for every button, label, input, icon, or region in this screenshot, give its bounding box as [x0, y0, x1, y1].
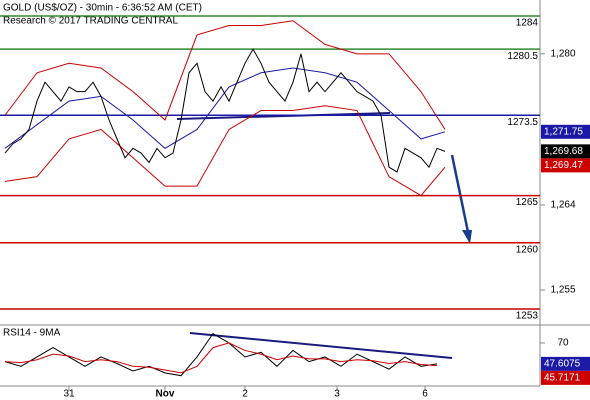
price-tag [541, 370, 590, 385]
y-tick-label: 1,280 [550, 48, 575, 59]
level-label: 1253 [516, 311, 539, 322]
price-tag-label: 1,271.75 [544, 126, 583, 137]
series-line [4, 48, 446, 173]
series-line [4, 67, 446, 149]
x-tick-label: 31 [63, 389, 75, 400]
y-tick-label: 1,264 [550, 200, 575, 211]
price-tag [541, 144, 590, 159]
series-line [4, 332, 438, 377]
y-tick-label: 70 [557, 338, 569, 349]
panel-label: RSI14 - 9MA [3, 328, 61, 339]
x-tick-label: 3 [334, 389, 340, 400]
x-tick-label: 6 [422, 389, 428, 400]
series-line [4, 105, 446, 197]
level-label: 1284 [516, 18, 539, 29]
chart-title: GOLD (US$/OZ) - 30min - 6:36:52 AM (CET) [3, 3, 202, 14]
series-line [4, 342, 438, 374]
series-line [4, 20, 446, 130]
price-tag-label: 47.6075 [544, 359, 581, 370]
price-tag [541, 124, 590, 139]
level-label: 1265 [516, 197, 539, 208]
price-tag-label: 1,269.68 [544, 146, 583, 157]
price-tag [541, 356, 590, 371]
price-tag [541, 158, 590, 173]
level-label: 1280.5 [507, 51, 538, 62]
chart-subtitle: Research © 2017 TRADING CENTRAL [3, 16, 178, 27]
forecast-arrow [450, 154, 472, 244]
rsi-trendline [189, 332, 453, 359]
level-label: 1273.5 [507, 117, 538, 128]
level-label: 1260 [516, 244, 539, 255]
y-tick-label: 1,255 [550, 285, 575, 296]
x-tick-label: 2 [242, 389, 248, 400]
price-tag-label: 45.7171 [544, 373, 581, 384]
x-tick-label: Nov [156, 389, 175, 400]
price-tag-label: 1,269.47 [544, 160, 583, 171]
